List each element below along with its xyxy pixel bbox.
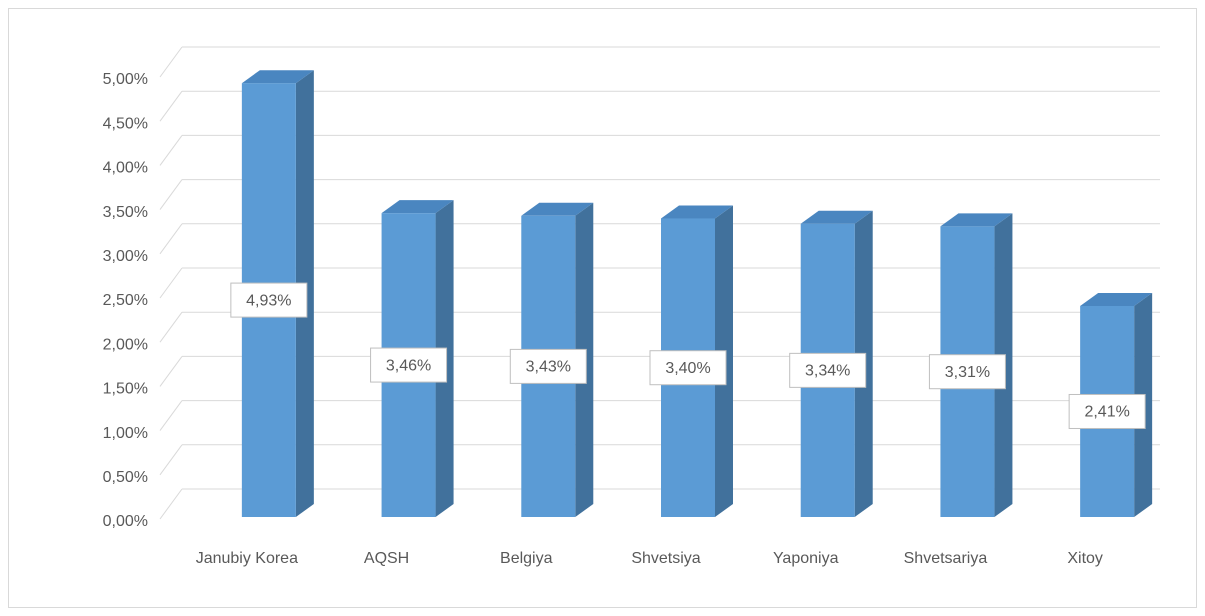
y-tick-label: 5,00% bbox=[103, 71, 148, 88]
y-tick-label: 1,00% bbox=[103, 425, 148, 442]
x-tick-label: Yaponiya bbox=[772, 550, 839, 567]
grid-line-floor bbox=[159, 356, 183, 387]
data-label: 4,93% bbox=[246, 292, 291, 309]
bar-top bbox=[1080, 292, 1153, 306]
y-tick-label: 4,50% bbox=[103, 115, 148, 132]
grid-line-floor bbox=[159, 179, 183, 210]
grid-line-floor bbox=[159, 135, 183, 166]
data-label: 3,40% bbox=[665, 360, 710, 377]
grid-line-floor bbox=[159, 311, 183, 343]
x-tick-label: AQSH bbox=[363, 550, 410, 567]
chart-border bbox=[8, 8, 1197, 608]
y-tick-label: 1,50% bbox=[103, 381, 148, 398]
data-label-box bbox=[928, 354, 1006, 390]
y-tick-label: 2,00% bbox=[103, 336, 148, 353]
y-tick-label: 0,00% bbox=[103, 513, 148, 530]
data-label-box bbox=[509, 348, 587, 384]
grid-line-floor bbox=[159, 400, 183, 431]
grid-line-floor bbox=[159, 267, 183, 299]
grid-line-floor bbox=[159, 444, 183, 476]
data-label-box bbox=[1068, 393, 1146, 429]
data-label-box bbox=[230, 282, 308, 318]
x-tick-label: Xitoy bbox=[1067, 550, 1103, 567]
bar-top bbox=[521, 202, 594, 216]
data-label-box bbox=[789, 352, 867, 388]
bar-top bbox=[940, 213, 1013, 227]
y-tick-label: 0,50% bbox=[103, 469, 148, 486]
x-tick-label: Belgiya bbox=[500, 550, 553, 567]
data-label-box bbox=[649, 350, 727, 386]
data-label: 3,34% bbox=[805, 363, 850, 380]
y-tick-label: 4,00% bbox=[103, 160, 148, 177]
y-tick-label: 3,50% bbox=[103, 204, 148, 221]
data-label: 2,41% bbox=[1084, 404, 1129, 421]
data-label: 3,46% bbox=[386, 357, 431, 374]
bar-top bbox=[661, 205, 733, 219]
grid-line-floor bbox=[159, 223, 183, 255]
grid-line-floor bbox=[159, 90, 183, 122]
data-label-box bbox=[370, 347, 448, 383]
bar-top bbox=[241, 70, 314, 84]
grid-line-floor bbox=[159, 488, 183, 520]
x-tick-label: Shvetsiya bbox=[631, 550, 701, 567]
x-tick-label: Shvetsariya bbox=[903, 550, 988, 567]
data-label: 3,43% bbox=[526, 359, 571, 376]
grid-line-floor bbox=[159, 46, 183, 78]
bar-top bbox=[800, 210, 873, 224]
y-tick-label: 2,50% bbox=[103, 292, 148, 309]
data-label: 3,31% bbox=[945, 364, 990, 381]
bar-top bbox=[381, 200, 454, 214]
x-tick-label: Janubiy Korea bbox=[195, 550, 298, 567]
y-tick-label: 3,00% bbox=[103, 248, 148, 265]
